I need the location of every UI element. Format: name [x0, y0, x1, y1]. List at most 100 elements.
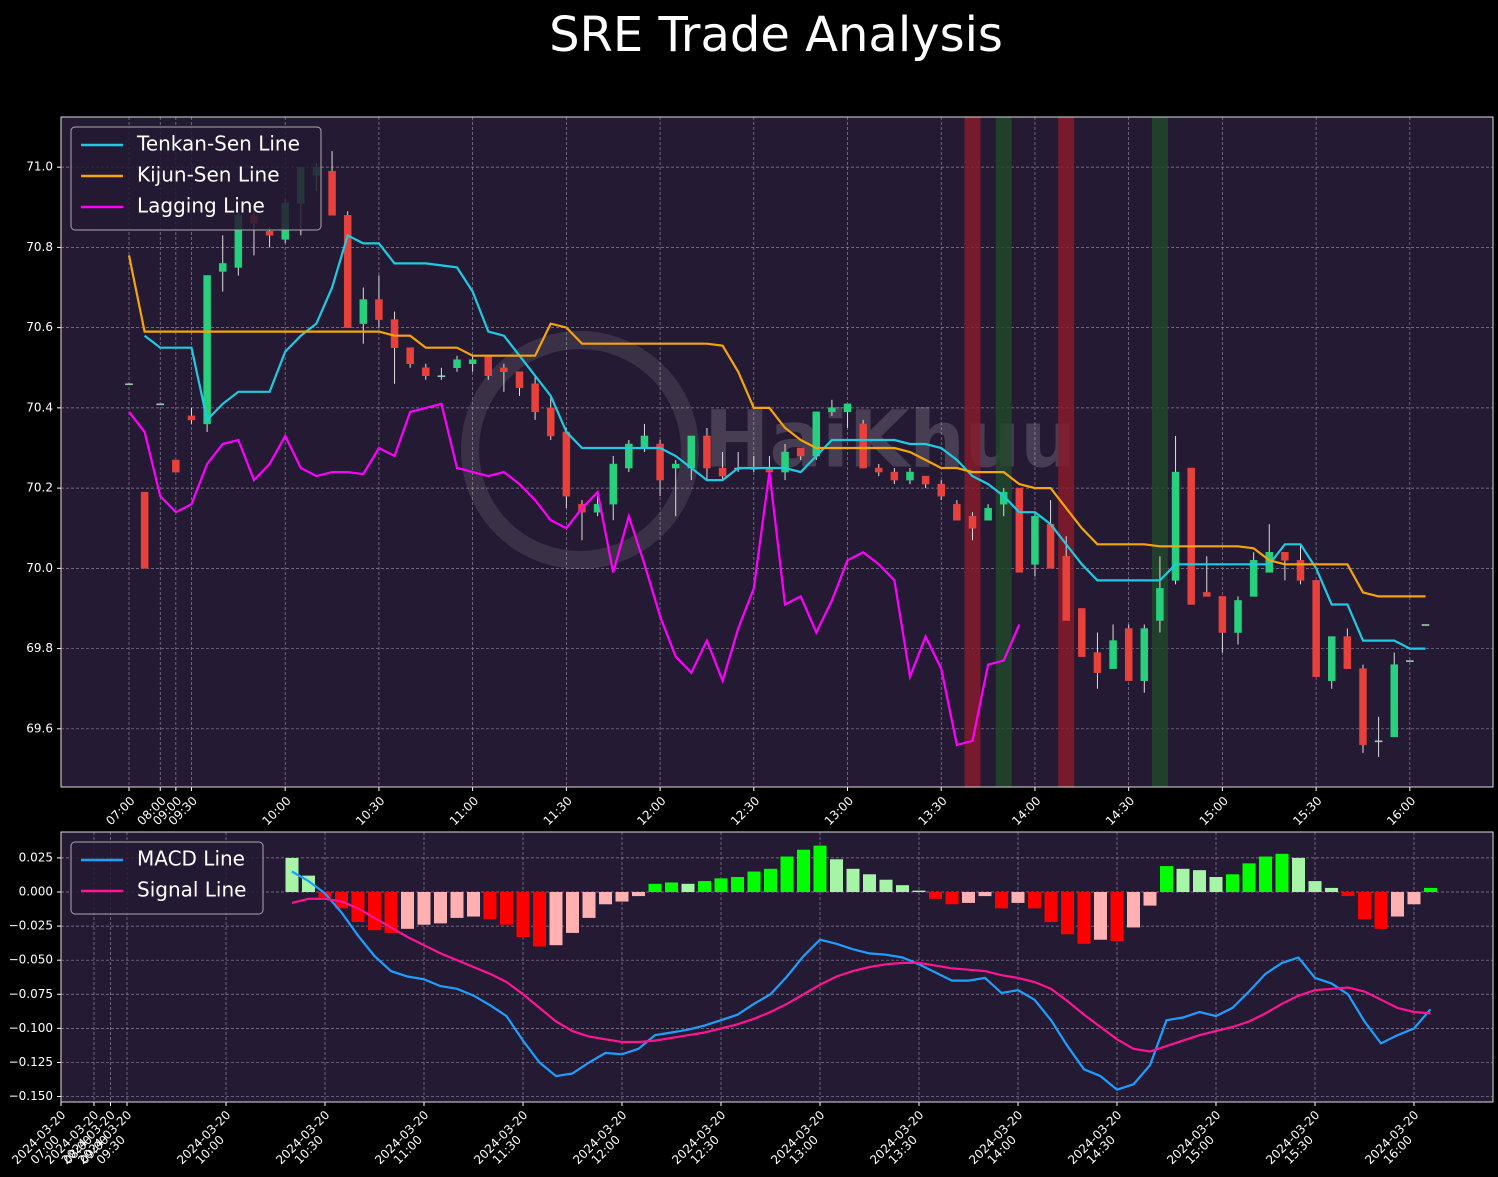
histogram-bar — [1292, 857, 1305, 892]
histogram-bar — [1424, 887, 1437, 892]
histogram-bar — [1094, 892, 1107, 940]
histogram-bar — [846, 868, 860, 892]
y-tick-label: 70.2 — [26, 481, 53, 495]
candle-body — [1249, 560, 1258, 597]
histogram-bar — [1143, 892, 1157, 906]
candle-body — [437, 375, 446, 378]
signal-band — [964, 117, 981, 787]
candle-body — [703, 435, 711, 469]
candle-body — [1374, 740, 1383, 743]
candle-body — [687, 435, 696, 469]
candle-body — [406, 347, 414, 364]
candle-body — [1187, 467, 1195, 605]
candle-body — [1156, 588, 1164, 621]
histogram-bar — [1077, 892, 1091, 944]
series-line — [291, 870, 1432, 1091]
candle-body — [1140, 628, 1149, 681]
legend-box — [70, 126, 322, 231]
candle-body — [1265, 552, 1274, 573]
candle-body — [562, 431, 571, 497]
candle-body — [1218, 596, 1227, 633]
candle-body — [375, 299, 383, 320]
histogram-bar — [1391, 892, 1404, 917]
histogram-bar — [632, 892, 645, 897]
candle-body — [218, 263, 227, 272]
series-line — [127, 255, 1426, 598]
candle-body — [968, 515, 977, 529]
candle-body — [1171, 471, 1180, 581]
histogram-bar — [434, 892, 447, 924]
candle-body — [1327, 636, 1336, 681]
histogram-bar — [912, 890, 926, 892]
plot-border — [60, 116, 1494, 788]
histogram-bar — [1341, 892, 1355, 897]
histogram-bar — [467, 892, 480, 917]
y-tick-label: −0.075 — [9, 987, 53, 1001]
candle-body — [1046, 523, 1055, 569]
histogram-bar — [747, 871, 761, 892]
candle-body — [343, 215, 352, 328]
candle-body — [1078, 608, 1086, 657]
histogram-bar — [1407, 892, 1421, 905]
series-line — [291, 897, 1431, 1053]
candle-body — [1359, 668, 1367, 746]
histogram-bar — [945, 892, 959, 905]
candle-body — [1406, 660, 1414, 662]
legend-label: Lagging Line — [137, 194, 265, 218]
histogram-bar — [1242, 863, 1256, 892]
candle-body — [1124, 628, 1133, 681]
candle-body — [921, 475, 930, 485]
histogram-bar — [516, 892, 530, 937]
histogram-bar — [1028, 892, 1041, 909]
legend-label: Tenkan-Sen Line — [136, 132, 300, 156]
histogram-bar — [582, 892, 596, 918]
candle-body — [875, 467, 883, 473]
candle-body — [187, 415, 196, 421]
candle-body — [671, 463, 680, 469]
histogram-bar — [879, 879, 893, 892]
candle-body — [859, 423, 867, 469]
candle-body — [656, 443, 664, 481]
candle-body — [1312, 580, 1320, 677]
candle-body — [828, 407, 836, 413]
histogram-bar — [566, 892, 579, 933]
histogram-bar — [533, 892, 546, 947]
histogram-bar — [615, 892, 629, 902]
y-tick-label: −0.100 — [9, 1021, 53, 1035]
y-tick-label: −0.025 — [9, 919, 53, 933]
histogram-bar — [1275, 853, 1289, 892]
y-tick-label: 0.000 — [19, 885, 53, 899]
histogram-bar — [929, 892, 942, 899]
candle-body — [531, 383, 539, 413]
histogram-bar — [896, 885, 909, 892]
candle-body — [484, 355, 493, 377]
histogram-bar — [995, 892, 1008, 909]
histogram-bar — [1160, 866, 1173, 892]
candle-body — [906, 471, 914, 481]
candle-body — [999, 491, 1008, 505]
histogram-bar — [1226, 874, 1239, 892]
y-tick-label: 70.4 — [26, 400, 53, 414]
y-tick-label: 69.8 — [26, 641, 53, 655]
histogram-bar — [1044, 892, 1058, 922]
series-line — [128, 402, 1021, 747]
candle-body — [718, 467, 727, 477]
candle-body — [1015, 487, 1024, 573]
histogram-bar — [1193, 870, 1206, 892]
y-tick-label: 70.8 — [26, 240, 53, 254]
histogram-bar — [1259, 856, 1272, 892]
histogram-bar — [1374, 892, 1388, 929]
y-tick-label: 0.025 — [19, 850, 53, 864]
histogram-bar — [368, 892, 381, 931]
candle-body — [625, 443, 633, 469]
histogram-bar — [1011, 892, 1025, 903]
histogram-bar — [417, 892, 431, 925]
candle-body — [390, 319, 399, 348]
legend-label: Kijun-Sen Line — [137, 163, 280, 187]
candle-body — [328, 170, 336, 216]
series-line — [143, 233, 1426, 650]
histogram-bar — [1325, 887, 1338, 892]
histogram-bar — [384, 892, 398, 933]
candle-body — [468, 359, 477, 364]
